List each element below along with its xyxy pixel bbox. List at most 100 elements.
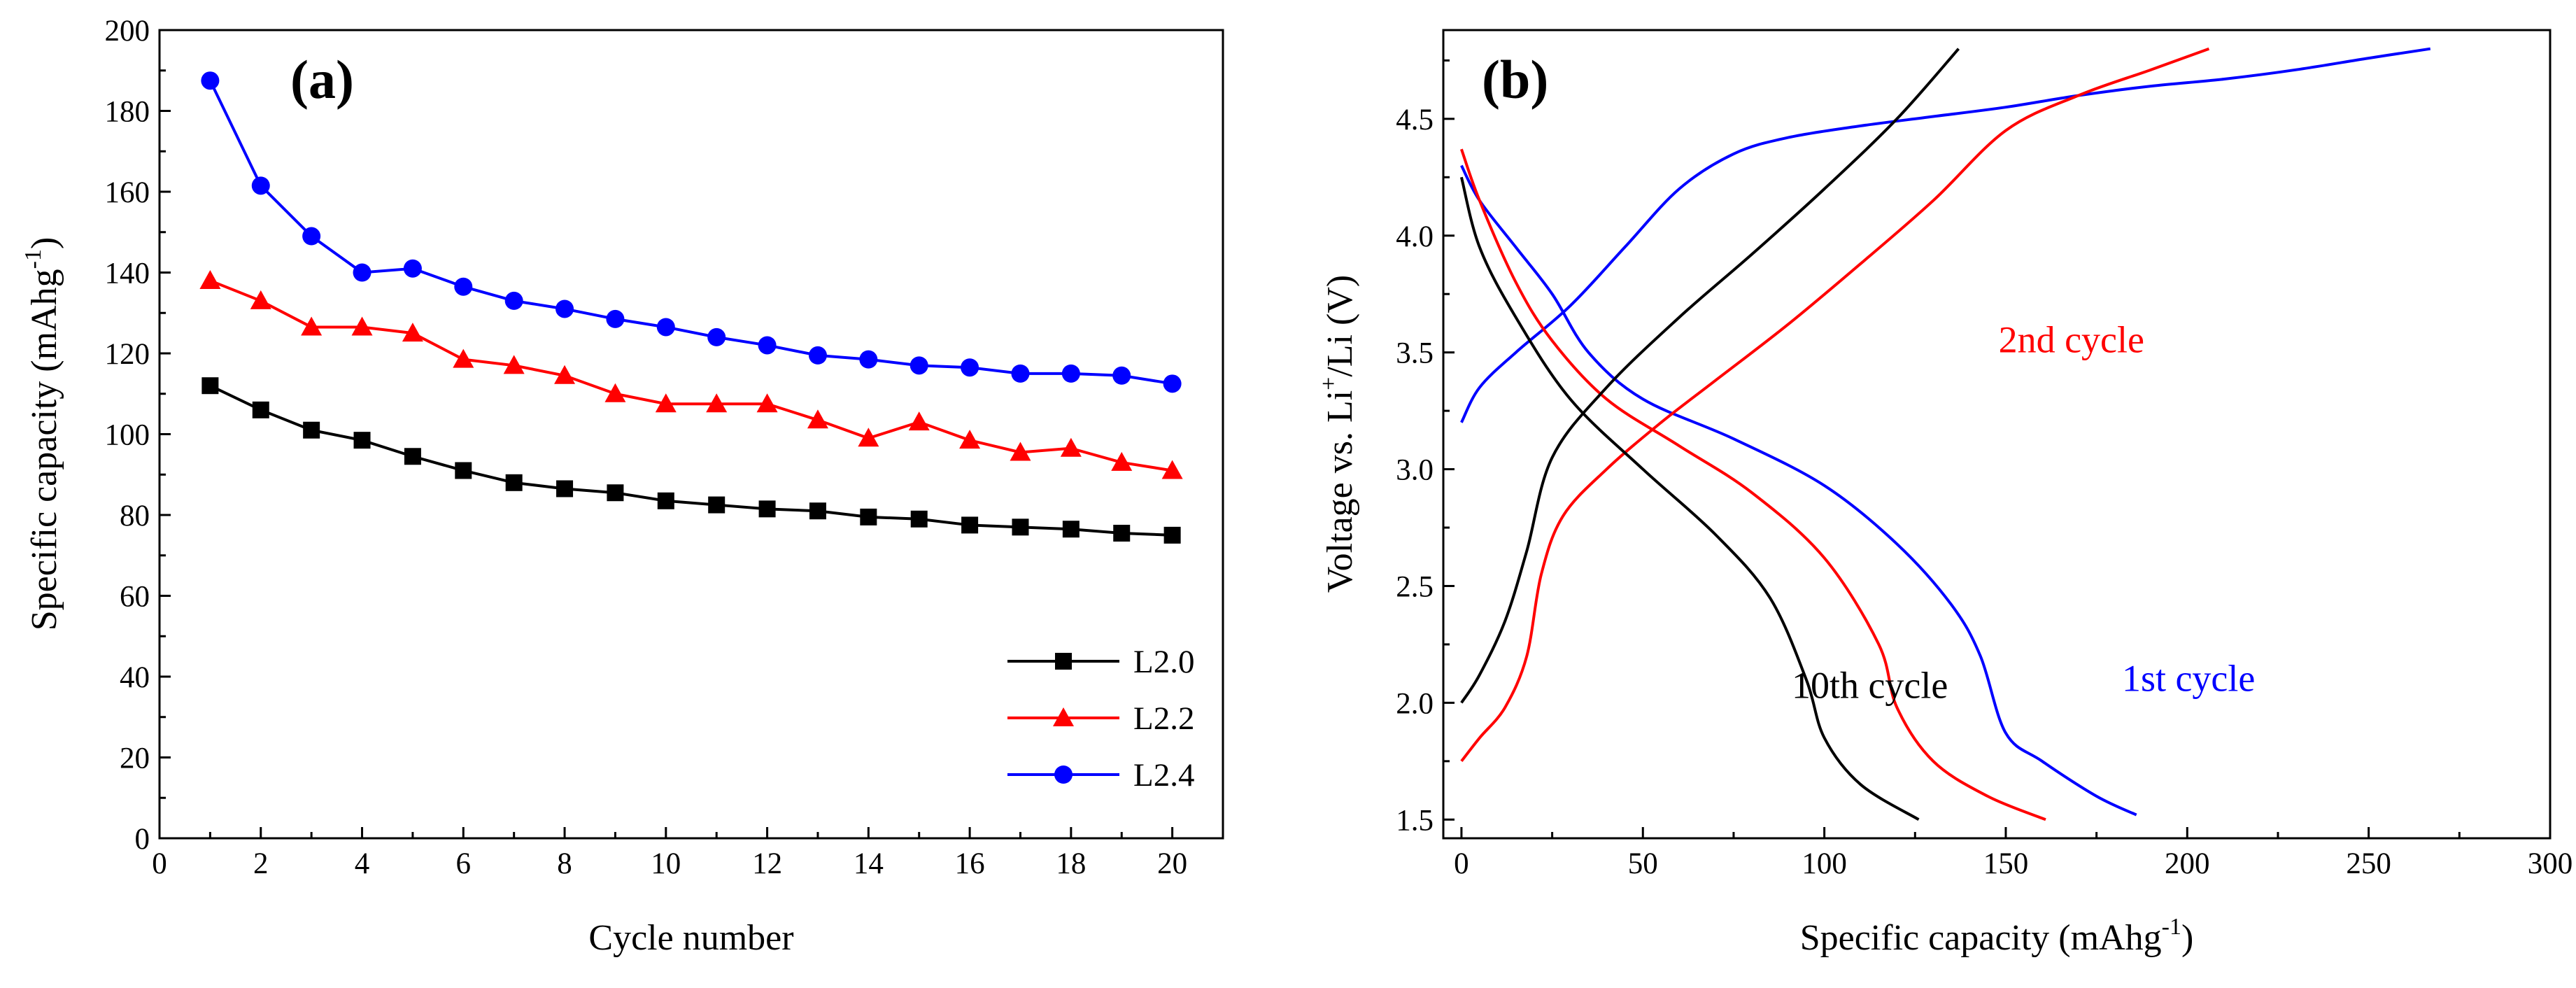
panel-label-b: (b) [1482,49,1548,110]
b-x-ticks: 0 50 100 150 200 250 300 [1454,827,2573,880]
a-legend-item-l2-2: L2.2 [1007,700,1194,737]
a-legend: L2.0 L2.2 L2.4 [1007,644,1194,793]
a-legend-marker-l2-0 [1055,653,1072,670]
a-x-ticks: 0 2 4 6 8 10 12 14 16 18 20 [152,827,1187,880]
a-legend-marker-l2-2 [1053,707,1074,726]
a-point-l2-0 [556,480,574,497]
a-point-l2-0 [252,401,269,418]
b-y-tick-label: 3.5 [1396,337,1434,370]
a-point-l2-4 [302,227,321,246]
a-point-l2-0 [353,432,371,449]
a-point-l2-4 [403,259,422,278]
a-point-l2-0 [505,474,523,491]
a-point-l2-2 [908,411,930,431]
a-point-l2-0 [303,421,320,439]
a-line-l2-2 [209,279,1173,472]
a-point-l2-0 [455,462,472,479]
a-point-l2-0 [1062,521,1080,538]
b-curve-10th-cycle-discharge [1459,176,1920,821]
a-y-tick-label: 40 [120,661,150,694]
a-point-l2-2 [351,316,373,336]
b-x-tick-label: 250 [2346,847,2391,880]
a-y-tick-label: 120 [105,338,150,371]
b-x-tick-label: 50 [1628,847,1658,880]
a-point-l2-4 [758,336,777,355]
b-y-axis-title-main: Voltage vs. Li [1320,390,1360,593]
a-point-l2-2 [807,409,828,429]
a-point-l2-4 [656,318,675,337]
b-series-group [1459,47,2431,821]
a-point-l2-4 [1112,366,1131,385]
b-x-axis-title-end: ) [2181,918,2193,958]
a-series-l2-0 [201,377,1181,544]
a-legend-label-l2-0: L2.0 [1133,644,1194,680]
a-point-l2-4 [201,71,220,90]
a-y-axis-title-sup: -1 [20,249,46,269]
a-point-l2-0 [961,516,979,534]
panel-label-a: (a) [290,49,354,110]
a-point-l2-0 [860,508,877,525]
a-series-l2-2 [199,270,1183,479]
a-series-l2-4 [201,71,1182,393]
a-point-l2-2 [453,348,474,368]
a-point-l2-2 [655,393,677,413]
b-y-tick-label: 2.5 [1396,570,1434,603]
plot-frame-b [1442,29,2552,840]
b-curve-1st-cycle-discharge [1460,164,2137,817]
b-curve-10th-cycle-charge [1460,48,1960,704]
b-annotations: 2nd cycle 10th cycle 1st cycle [1792,319,2255,707]
b-x-tick-label: 200 [2165,847,2210,880]
a-point-l2-2 [1111,451,1133,471]
a-x-tick-label: 0 [152,847,167,880]
a-legend-label-l2-4: L2.4 [1133,757,1194,793]
a-y-axis-title-end: ) [24,237,64,249]
b-y-ticks: 1.5 2.0 2.5 3.0 3.5 4.0 4.5 [1396,59,1455,837]
a-point-l2-2 [1161,460,1183,479]
a-point-l2-2 [199,270,221,290]
a-point-l2-4 [1163,374,1182,393]
a-y-tick-label: 20 [120,742,150,775]
a-x-tick-label: 18 [1056,847,1086,880]
a-y-tick-label: 180 [105,96,150,129]
a-x-tick-label: 6 [456,847,472,880]
a-x-axis-title: Cycle number [588,918,793,958]
b-y-tick-label: 1.5 [1396,804,1434,837]
a-y-tick-label: 60 [120,581,150,614]
a-point-l2-4 [707,327,726,346]
a-point-l2-2 [756,393,778,413]
a-y-tick-label: 160 [105,176,150,209]
a-x-tick-label: 8 [557,847,572,880]
b-x-tick-label: 150 [1983,847,2029,880]
a-point-l2-2 [1060,437,1082,457]
b-y-axis-title-end: /Li (V) [1320,275,1360,377]
b-curve-2nd-cycle-discharge [1460,148,2046,821]
a-x-tick-label: 16 [955,847,985,880]
a-series-group [199,71,1183,544]
panel-a: 0 2 4 6 8 10 12 14 16 18 20 0 20 40 60 80 100 120 140 160 1… [20,15,1224,958]
a-x-tick-label: 10 [651,847,681,880]
a-x-tick-label: 20 [1157,847,1187,880]
a-legend-marker-l2-4 [1054,765,1073,784]
a-y-tick-label: 80 [120,500,150,532]
a-point-l2-4 [353,263,371,282]
a-point-l2-4 [606,309,625,328]
a-y-tick-label: 100 [105,419,150,452]
a-point-l2-2 [554,365,576,384]
panel-b: 0 50 100 150 200 250 300 1.5 2.0 2.5 3.0 3.5 4.0 4.5… [1316,29,2573,958]
a-point-l2-2 [1010,442,1031,461]
a-point-l2-2 [503,355,525,374]
b-annotation-2nd-cycle: 2nd cycle [1999,319,2144,361]
b-y-tick-label: 4.0 [1396,220,1434,253]
a-legend-item-l2-0: L2.0 [1007,644,1194,680]
b-curve-1st-cycle-charge [1460,47,2431,423]
a-point-l2-2 [959,430,981,449]
a-point-l2-2 [402,323,423,342]
b-x-tick-label: 0 [1454,847,1469,880]
a-point-l2-0 [910,510,928,528]
a-point-l2-0 [404,448,421,465]
a-y-tick-label: 140 [105,257,150,290]
a-y-tick-label: 0 [135,823,150,856]
a-point-l2-4 [808,346,827,365]
a-point-l2-4 [859,350,878,369]
